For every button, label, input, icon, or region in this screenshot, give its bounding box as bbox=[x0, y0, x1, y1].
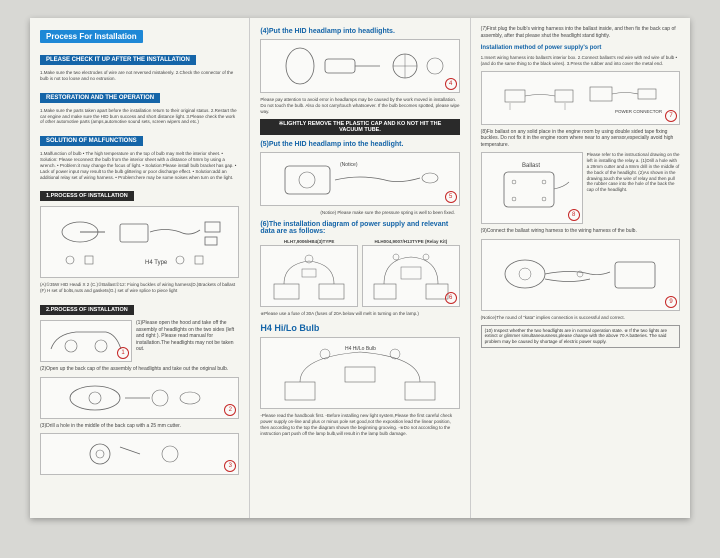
section1-header: 1.PROCESS OF INSTALLATION bbox=[40, 191, 134, 201]
check-header: PLEASE CHECK IT UP AFTER THE INSTALLATIO… bbox=[40, 55, 196, 65]
svg-text:Ballast: Ballast bbox=[522, 163, 540, 169]
step7-text: (7)First plug the bulb's wiring harness … bbox=[481, 26, 680, 39]
restoration-header: RESTORATION AND THE OPERATION bbox=[40, 93, 160, 103]
step-badge-1: 1 bbox=[117, 347, 129, 359]
step10-text: (10) Inspect whether the two headlights … bbox=[485, 328, 667, 345]
step-badge-5: 5 bbox=[445, 191, 457, 203]
step-badge-8: 8 bbox=[568, 209, 580, 221]
step8-text: (8)Fix ballast on any solid place in the… bbox=[481, 129, 680, 149]
step6-notice: ※Please use a fuse of 30A (fuses of 20A … bbox=[260, 311, 459, 317]
step5-notice: (Notice) Please make sure the pressure s… bbox=[320, 210, 459, 216]
step1-text: (1)Please open the hood and take off the… bbox=[136, 320, 239, 353]
install-text: 1.Insert wiring harness into ballast's i… bbox=[481, 55, 680, 67]
h4-diagram: H4 Hi/Lo Bulb bbox=[260, 337, 459, 409]
install-method-title: Installation method of power supply's po… bbox=[481, 45, 680, 51]
instruction-sheet: Process For Installation PLEASE CHECK IT… bbox=[30, 18, 690, 518]
step9-notice: (Notice)The round of "kata" implies conn… bbox=[481, 315, 680, 321]
step-badge-9: 9 bbox=[665, 296, 677, 308]
step9-text: (9)Connect the ballast wiring harness to… bbox=[481, 228, 680, 235]
step-badge-2: 2 bbox=[224, 404, 236, 416]
h4-notice: -Please read the handbook first. -Before… bbox=[260, 413, 459, 436]
restoration-text: 1.Make sure the parts taken apart before… bbox=[40, 108, 239, 126]
svg-text:POWER CONNECTOR: POWER CONNECTOR bbox=[615, 109, 663, 114]
malfunction-text: 1.Malfunction of bulb • The high tempera… bbox=[40, 151, 239, 180]
column-3: (7)First plug the bulb's wiring harness … bbox=[471, 18, 690, 518]
svg-text:H4 Hi/Lo Bulb: H4 Hi/Lo Bulb bbox=[345, 346, 376, 352]
step-badge-3: 3 bbox=[224, 460, 236, 472]
step-badge-7: 7 bbox=[665, 110, 677, 122]
wiring-diagram-left bbox=[260, 245, 358, 307]
parts-diagram: H4 Type bbox=[40, 206, 239, 278]
step-badge-6: 6 bbox=[445, 292, 457, 304]
main-title: Process For Installation bbox=[40, 30, 143, 43]
wiring-diagram-right: 6 bbox=[362, 245, 460, 307]
step3-diagram: 3 bbox=[40, 433, 239, 475]
connector-diagram: POWER CONNECTOR 7 bbox=[481, 71, 680, 125]
malfunction-header: SOLUTION OF MALFUNCTIONS bbox=[40, 136, 143, 146]
step5-title: (5)Put the HID headlamp into the headlig… bbox=[260, 141, 459, 148]
section2-header: 2.PROCESS OF INSTALLATION bbox=[40, 305, 134, 315]
parts-list: (A)①35W HID Headi X 2 (C.)②Ballast②12: F… bbox=[40, 282, 239, 294]
svg-text:H4 Type: H4 Type bbox=[145, 260, 168, 266]
black-warning: ※LIGHTLY REMOVE THE PLASTIC CAP AND KO N… bbox=[260, 119, 459, 135]
step10-box: (10) Inspect whether the two headlights … bbox=[481, 325, 680, 349]
check-text: 1.Make sure the two electrodes of wire a… bbox=[40, 70, 239, 82]
step1-diagram: 1 bbox=[40, 320, 132, 362]
step6-title: (6)The installation diagram of power sup… bbox=[260, 221, 459, 235]
step2-text: (2)Open up the back cap of the assembly … bbox=[40, 366, 239, 373]
h4-title: H4 Hi/Lo Bulb bbox=[260, 323, 459, 333]
column-1: Process For Installation PLEASE CHECK IT… bbox=[30, 18, 250, 518]
step4-notice: Please pay attention to avoid error in h… bbox=[260, 97, 459, 115]
step5-diagram: (Notice) 5 bbox=[260, 152, 459, 206]
ballast-diagram: Ballast 8 bbox=[481, 152, 583, 224]
step9-diagram: 9 bbox=[481, 239, 680, 311]
step8-side-text: Please refer to the instructional drawin… bbox=[587, 152, 680, 193]
step3-text: (3)Drill a hole in the middle of the bac… bbox=[40, 423, 239, 430]
column-2: (4)Put the HID headlamp into headlights.… bbox=[250, 18, 470, 518]
step4-diagram: 4 bbox=[260, 39, 459, 93]
step4-title: (4)Put the HID headlamp into headlights. bbox=[260, 28, 459, 35]
step-badge-4: 4 bbox=[445, 78, 457, 90]
step2-diagram: 2 bbox=[40, 377, 239, 419]
svg-text:(Notice): (Notice) bbox=[340, 162, 358, 168]
